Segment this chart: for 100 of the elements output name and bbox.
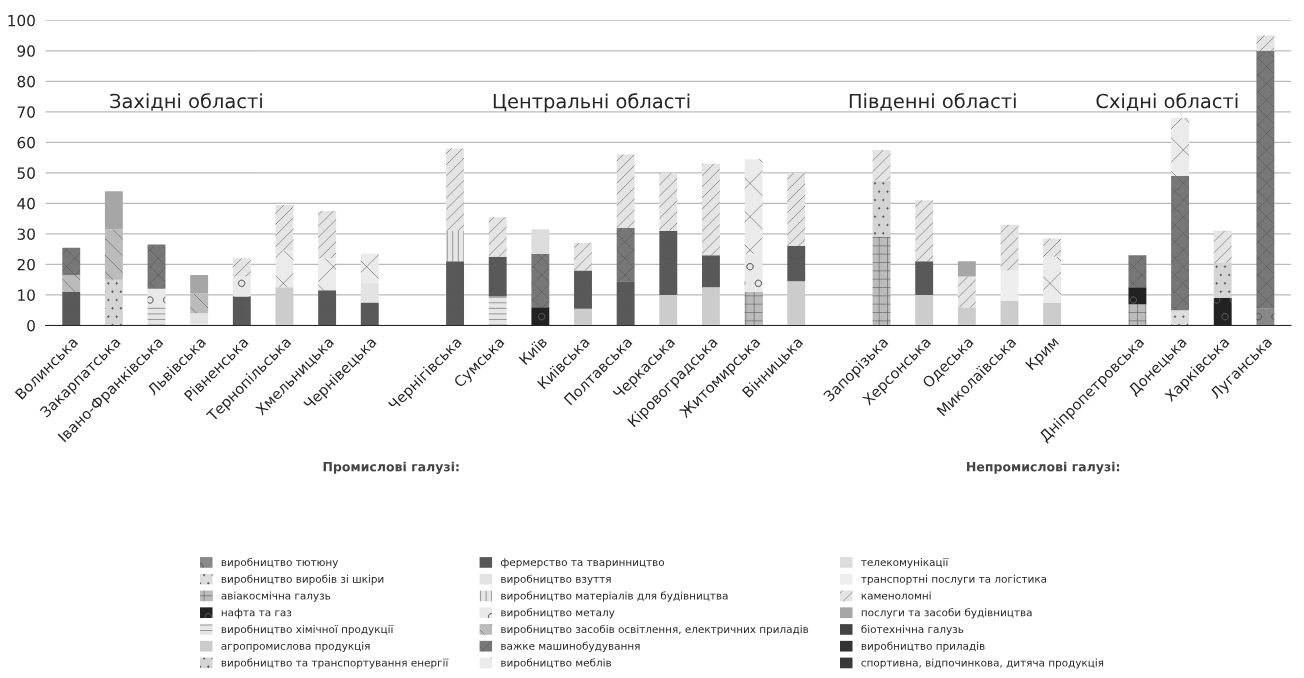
- legend-label: виробництво металу: [501, 608, 615, 619]
- bar: [701, 255, 720, 288]
- bar: [1256, 35, 1275, 51]
- text: Промислові галузі:: [323, 461, 459, 474]
- bar: [1171, 310, 1190, 326]
- bar: [1213, 297, 1232, 326]
- bar: [915, 261, 934, 295]
- bar: [1000, 270, 1019, 302]
- legend-label: виробництво матеріалів для будівництва: [501, 591, 728, 602]
- bar: [1043, 238, 1062, 257]
- bar: [190, 293, 209, 314]
- bar: [360, 282, 379, 303]
- bar: [744, 253, 763, 292]
- bar: [1256, 50, 1275, 309]
- bar: [446, 261, 465, 326]
- legend-label: каменоломні: [861, 591, 931, 600]
- legend-label: важке машинобудування: [501, 641, 640, 652]
- legend-label: виробництво хімічної продукції: [221, 624, 394, 636]
- bar: [104, 191, 123, 230]
- legend-label: виробництво меблів: [501, 658, 612, 669]
- bar: [1043, 256, 1062, 303]
- legend-label: нафта та газ: [221, 608, 292, 619]
- bar: [446, 148, 465, 231]
- bar: [488, 217, 507, 257]
- bar: [275, 204, 294, 251]
- legend-label: послуги та засоби будівництва: [861, 608, 1032, 619]
- annotation: Західні області: [110, 92, 262, 111]
- legend-label: біотехнічна галузь: [861, 624, 964, 636]
- bar: [104, 279, 123, 326]
- bar: [574, 270, 592, 309]
- bar: [275, 250, 294, 288]
- legend-label: авіакосмічна галузь: [221, 591, 331, 602]
- y-tick-label: 40: [17, 197, 35, 210]
- annotation: Південні області: [849, 92, 1016, 111]
- bar: [531, 307, 550, 326]
- legend-label: виробництво виробів зі шкіри: [221, 574, 384, 585]
- bar: [232, 258, 251, 277]
- bar: [147, 244, 166, 289]
- annotation: Східні області: [1096, 92, 1238, 111]
- bar: [574, 243, 592, 271]
- bar: [318, 258, 337, 291]
- legend-label: виробництво взуття: [501, 574, 611, 585]
- bar: [318, 290, 337, 326]
- y-tick-label: 60: [17, 136, 35, 149]
- bar: [659, 172, 678, 231]
- bar: [872, 150, 891, 181]
- bar: [915, 294, 934, 326]
- bar: [744, 159, 763, 254]
- bar: [744, 291, 763, 326]
- bar: [360, 302, 379, 326]
- bar: [701, 163, 720, 256]
- bar: [360, 253, 379, 283]
- legend-label: агропромислова продукція: [221, 641, 370, 652]
- bar: [147, 288, 166, 305]
- bar: [915, 200, 934, 262]
- bar: [1128, 255, 1147, 288]
- bar: [957, 261, 976, 277]
- y-tick-label: 20: [17, 258, 35, 271]
- annotation: Центральні області: [493, 93, 690, 113]
- bar: [957, 307, 976, 326]
- bar: [616, 154, 635, 228]
- y-tick-label: 0: [27, 319, 35, 332]
- bar: [1000, 301, 1019, 326]
- bar: [1213, 230, 1232, 263]
- bar: [787, 172, 806, 247]
- bar: [1128, 304, 1147, 326]
- bar: [104, 229, 123, 280]
- y-tick-label: 10: [18, 289, 35, 301]
- bar: [62, 275, 81, 292]
- bar: [872, 236, 891, 326]
- y-tick-label: 100: [8, 14, 35, 27]
- legend-label: виробництво та транспортування енергії: [221, 658, 449, 669]
- legend-label: виробництво тютюну: [221, 557, 339, 569]
- bar: [190, 313, 209, 326]
- bar: [787, 246, 806, 282]
- bar: [1256, 308, 1275, 326]
- bar: [232, 296, 251, 326]
- bar: [1213, 262, 1232, 298]
- bar: [488, 256, 507, 297]
- y-tick-label: 70: [17, 106, 35, 118]
- legend-label: спортивна, відпочинкова, дитяча продукція: [861, 658, 1104, 669]
- bar: [190, 275, 209, 294]
- bar: [872, 180, 891, 237]
- bar: [1128, 287, 1147, 305]
- bar: [232, 276, 251, 297]
- y-tick-label: 30: [17, 228, 35, 240]
- legend-label: виробництво засобів освітлення, електричних приладів: [501, 624, 809, 636]
- bar: [957, 276, 976, 308]
- bar: [1171, 175, 1190, 311]
- bar: [1043, 302, 1062, 326]
- y-tick-label: 50: [17, 167, 35, 179]
- y-tick-label: 80: [17, 75, 35, 88]
- legend-label: фермерство та тваринництво: [500, 558, 665, 569]
- bar: [275, 287, 294, 326]
- bar: [446, 230, 465, 262]
- bar: [701, 287, 720, 326]
- bar: [318, 211, 337, 259]
- bar: [147, 304, 166, 326]
- legend-label: транспортні послуги та логістика: [861, 574, 1047, 585]
- legend-label: телекомунікації: [861, 558, 949, 569]
